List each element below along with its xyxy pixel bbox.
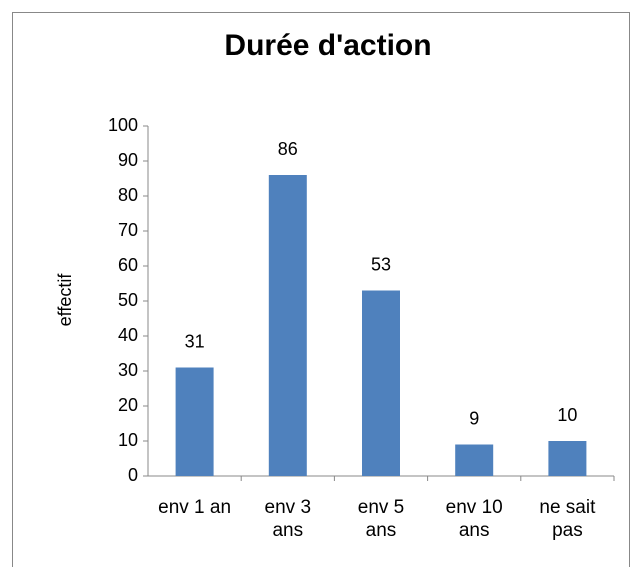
- data-label: 53: [371, 254, 391, 274]
- y-tick-label: 40: [118, 325, 138, 345]
- y-tick-label: 30: [118, 360, 138, 380]
- chart-frame: [12, 12, 630, 567]
- x-tick-label: env 1 an: [158, 497, 232, 518]
- data-label: 31: [185, 331, 205, 351]
- bar: [175, 367, 214, 476]
- y-tick-label: 10: [118, 430, 138, 450]
- x-tick-label: env 5 ans: [357, 497, 405, 541]
- bar: [455, 444, 494, 476]
- y-tick-label: 70: [118, 220, 138, 240]
- data-label: 10: [557, 405, 577, 425]
- y-tick-label: 100: [108, 115, 138, 135]
- x-tick-label: ne sait pas: [539, 497, 596, 541]
- y-tick-label: 80: [118, 185, 138, 205]
- y-tick-label: 0: [128, 465, 138, 485]
- y-tick-label: 60: [118, 255, 138, 275]
- bar: [548, 441, 587, 476]
- bar: [362, 290, 400, 476]
- y-tick-label: 90: [118, 150, 138, 170]
- y-tick-label: 20: [118, 395, 138, 415]
- x-tick-label: env 3 ans: [264, 497, 312, 541]
- bar: [268, 175, 307, 476]
- x-tick-label: env 10 ans: [445, 497, 503, 541]
- chart-title: Durée d'action: [224, 29, 431, 62]
- y-tick-label: 50: [118, 290, 138, 310]
- data-label: 86: [278, 139, 298, 159]
- y-axis-label: effectif: [55, 273, 75, 327]
- data-label: 9: [469, 408, 479, 428]
